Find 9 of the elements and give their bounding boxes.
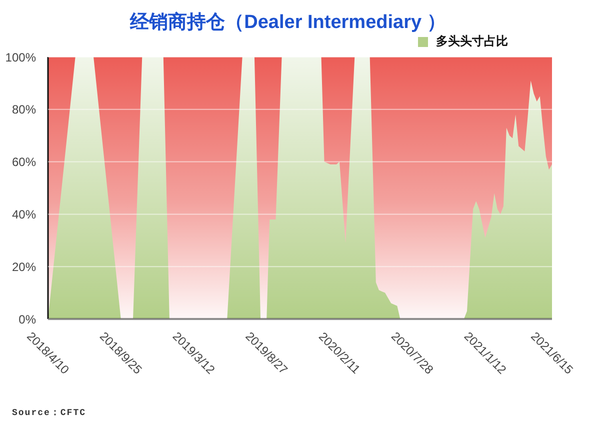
- y-tick-label: 0%: [18, 312, 36, 326]
- legend-label: 多头头寸占比: [436, 33, 508, 50]
- y-tick-label: 60%: [12, 155, 36, 170]
- y-tick-label: 20%: [12, 260, 36, 274]
- chart-title: 经销商持仓（Dealer Intermediary ）: [128, 10, 447, 35]
- source-note: Source：CFTC: [12, 407, 86, 419]
- y-tick-label: 40%: [12, 207, 36, 222]
- y-tick-label: 80%: [12, 102, 36, 117]
- y-tick-label: 100%: [5, 50, 36, 64]
